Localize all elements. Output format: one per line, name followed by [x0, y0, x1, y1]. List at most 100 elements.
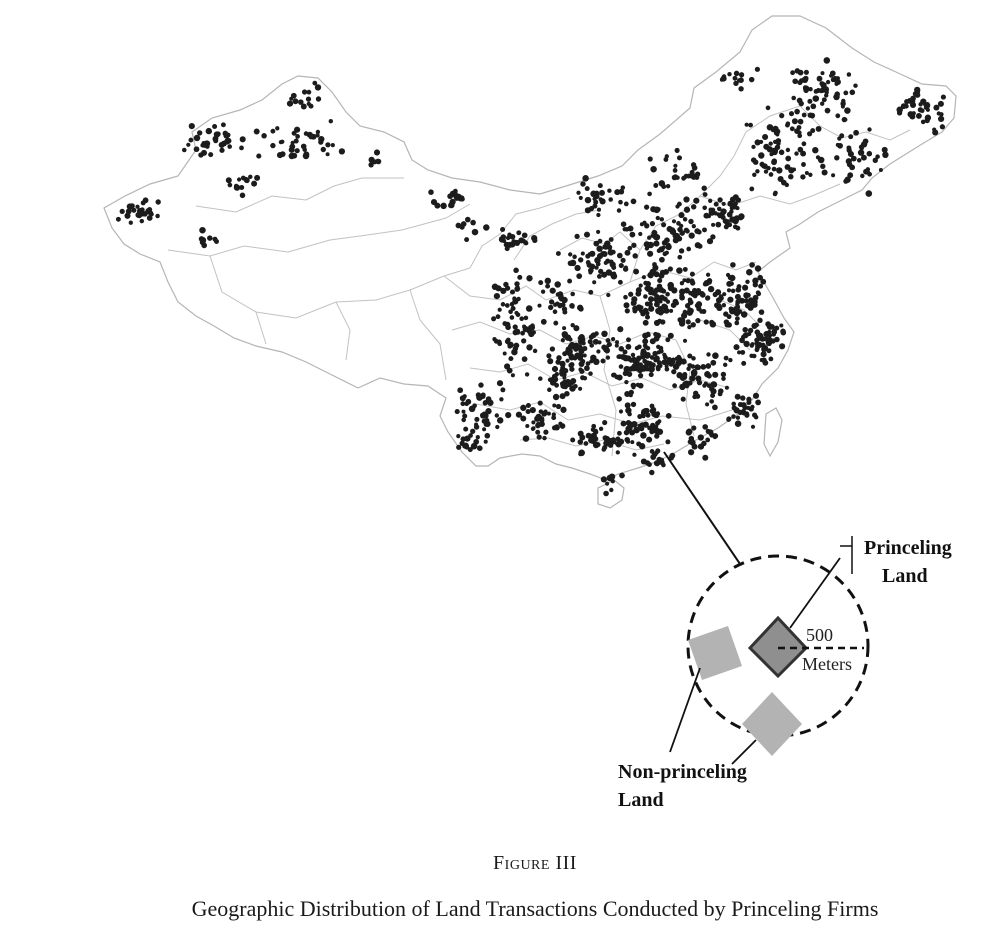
transaction-dot: [774, 144, 781, 150]
transaction-dot: [578, 386, 583, 391]
transaction-dot: [464, 444, 470, 450]
transaction-dot: [449, 190, 457, 198]
transaction-dot: [560, 302, 566, 308]
transaction-dot: [460, 401, 466, 407]
transaction-dot: [702, 192, 708, 197]
transaction-dot: [208, 152, 214, 158]
transaction-dot: [551, 376, 559, 383]
transaction-dot: [254, 174, 261, 181]
transaction-dot: [679, 223, 684, 229]
transaction-dot: [743, 298, 749, 304]
transaction-dot: [306, 89, 312, 95]
transaction-dot: [623, 302, 630, 309]
transaction-dot: [608, 197, 613, 202]
transaction-dot: [594, 265, 599, 270]
transaction-dot: [803, 75, 809, 82]
transaction-dot: [664, 364, 669, 369]
transaction-dot: [813, 89, 819, 94]
transaction-dot: [774, 325, 780, 331]
transaction-dot: [551, 365, 559, 373]
transaction-dot: [291, 130, 297, 136]
transaction-dot: [142, 211, 148, 217]
transaction-dot: [656, 248, 662, 253]
transaction-dot: [155, 199, 161, 205]
transaction-dot: [338, 148, 346, 155]
transaction-dot: [608, 237, 614, 242]
transaction-dot: [562, 375, 567, 380]
transaction-dot: [570, 437, 576, 443]
transaction-dot: [547, 358, 554, 365]
transaction-dot: [736, 78, 742, 83]
transaction-dot: [529, 406, 536, 414]
transaction-dot: [554, 382, 560, 388]
transaction-dot: [689, 439, 696, 446]
transaction-dot: [717, 391, 723, 397]
transaction-dot: [588, 289, 594, 295]
transaction-dot: [570, 291, 576, 297]
transaction-dot: [496, 417, 504, 424]
transaction-dot: [710, 234, 716, 240]
transaction-dot: [597, 340, 602, 345]
transaction-dot: [588, 371, 593, 376]
transaction-dots: [115, 57, 946, 497]
transaction-dot: [805, 106, 811, 111]
transaction-dot: [155, 213, 160, 219]
transaction-dot: [702, 205, 707, 211]
transaction-dot: [657, 363, 663, 369]
transaction-dot: [519, 316, 524, 322]
transaction-dot: [655, 420, 660, 426]
transaction-dot: [687, 449, 695, 456]
transaction-dot: [580, 181, 586, 187]
transaction-dot: [147, 210, 154, 216]
transaction-dot: [205, 127, 212, 135]
transaction-dot: [723, 355, 729, 361]
transaction-dot: [555, 403, 562, 410]
transaction-dot: [521, 232, 528, 239]
transaction-dot: [598, 426, 604, 431]
transaction-dot: [661, 462, 666, 468]
transaction-dot: [815, 155, 821, 160]
transaction-dot: [729, 216, 736, 223]
transaction-dot: [762, 163, 768, 170]
transaction-dot: [520, 330, 526, 336]
transaction-dot: [752, 282, 758, 288]
transaction-dot: [703, 212, 710, 219]
transaction-dot: [547, 387, 552, 393]
transaction-dot: [552, 393, 560, 401]
transaction-dot: [690, 364, 696, 369]
transaction-dot: [823, 57, 831, 64]
transaction-dot: [661, 245, 666, 250]
transaction-dot: [551, 415, 557, 421]
transaction-dot: [622, 370, 629, 377]
transaction-dot: [648, 305, 655, 312]
transaction-dot: [711, 222, 716, 227]
transaction-dot: [532, 348, 538, 354]
transaction-dot: [522, 324, 527, 329]
transaction-dot: [584, 196, 592, 204]
transaction-dot: [227, 144, 232, 149]
transaction-dot: [592, 280, 597, 285]
transaction-dot: [520, 404, 527, 411]
transaction-dot: [807, 98, 813, 104]
transaction-dot: [596, 349, 601, 354]
transaction-dot: [325, 142, 331, 148]
transaction-dot: [693, 390, 699, 396]
transaction-dot: [788, 167, 795, 174]
transaction-dot: [308, 103, 314, 109]
transaction-dot: [728, 357, 733, 363]
transaction-dot: [509, 315, 515, 320]
transaction-dot: [659, 457, 665, 462]
transaction-dot: [237, 177, 242, 182]
transaction-dot: [491, 316, 497, 322]
transaction-dot: [676, 155, 683, 161]
transaction-dot: [465, 398, 472, 405]
transaction-dot: [574, 233, 580, 240]
transaction-dot: [696, 229, 702, 235]
transaction-dot: [454, 409, 460, 415]
transaction-dot: [665, 184, 671, 189]
transaction-dot: [775, 138, 782, 144]
transaction-dot: [654, 298, 660, 304]
transaction-dot: [645, 353, 651, 359]
transaction-dot: [193, 134, 201, 142]
transaction-dot: [601, 271, 608, 278]
